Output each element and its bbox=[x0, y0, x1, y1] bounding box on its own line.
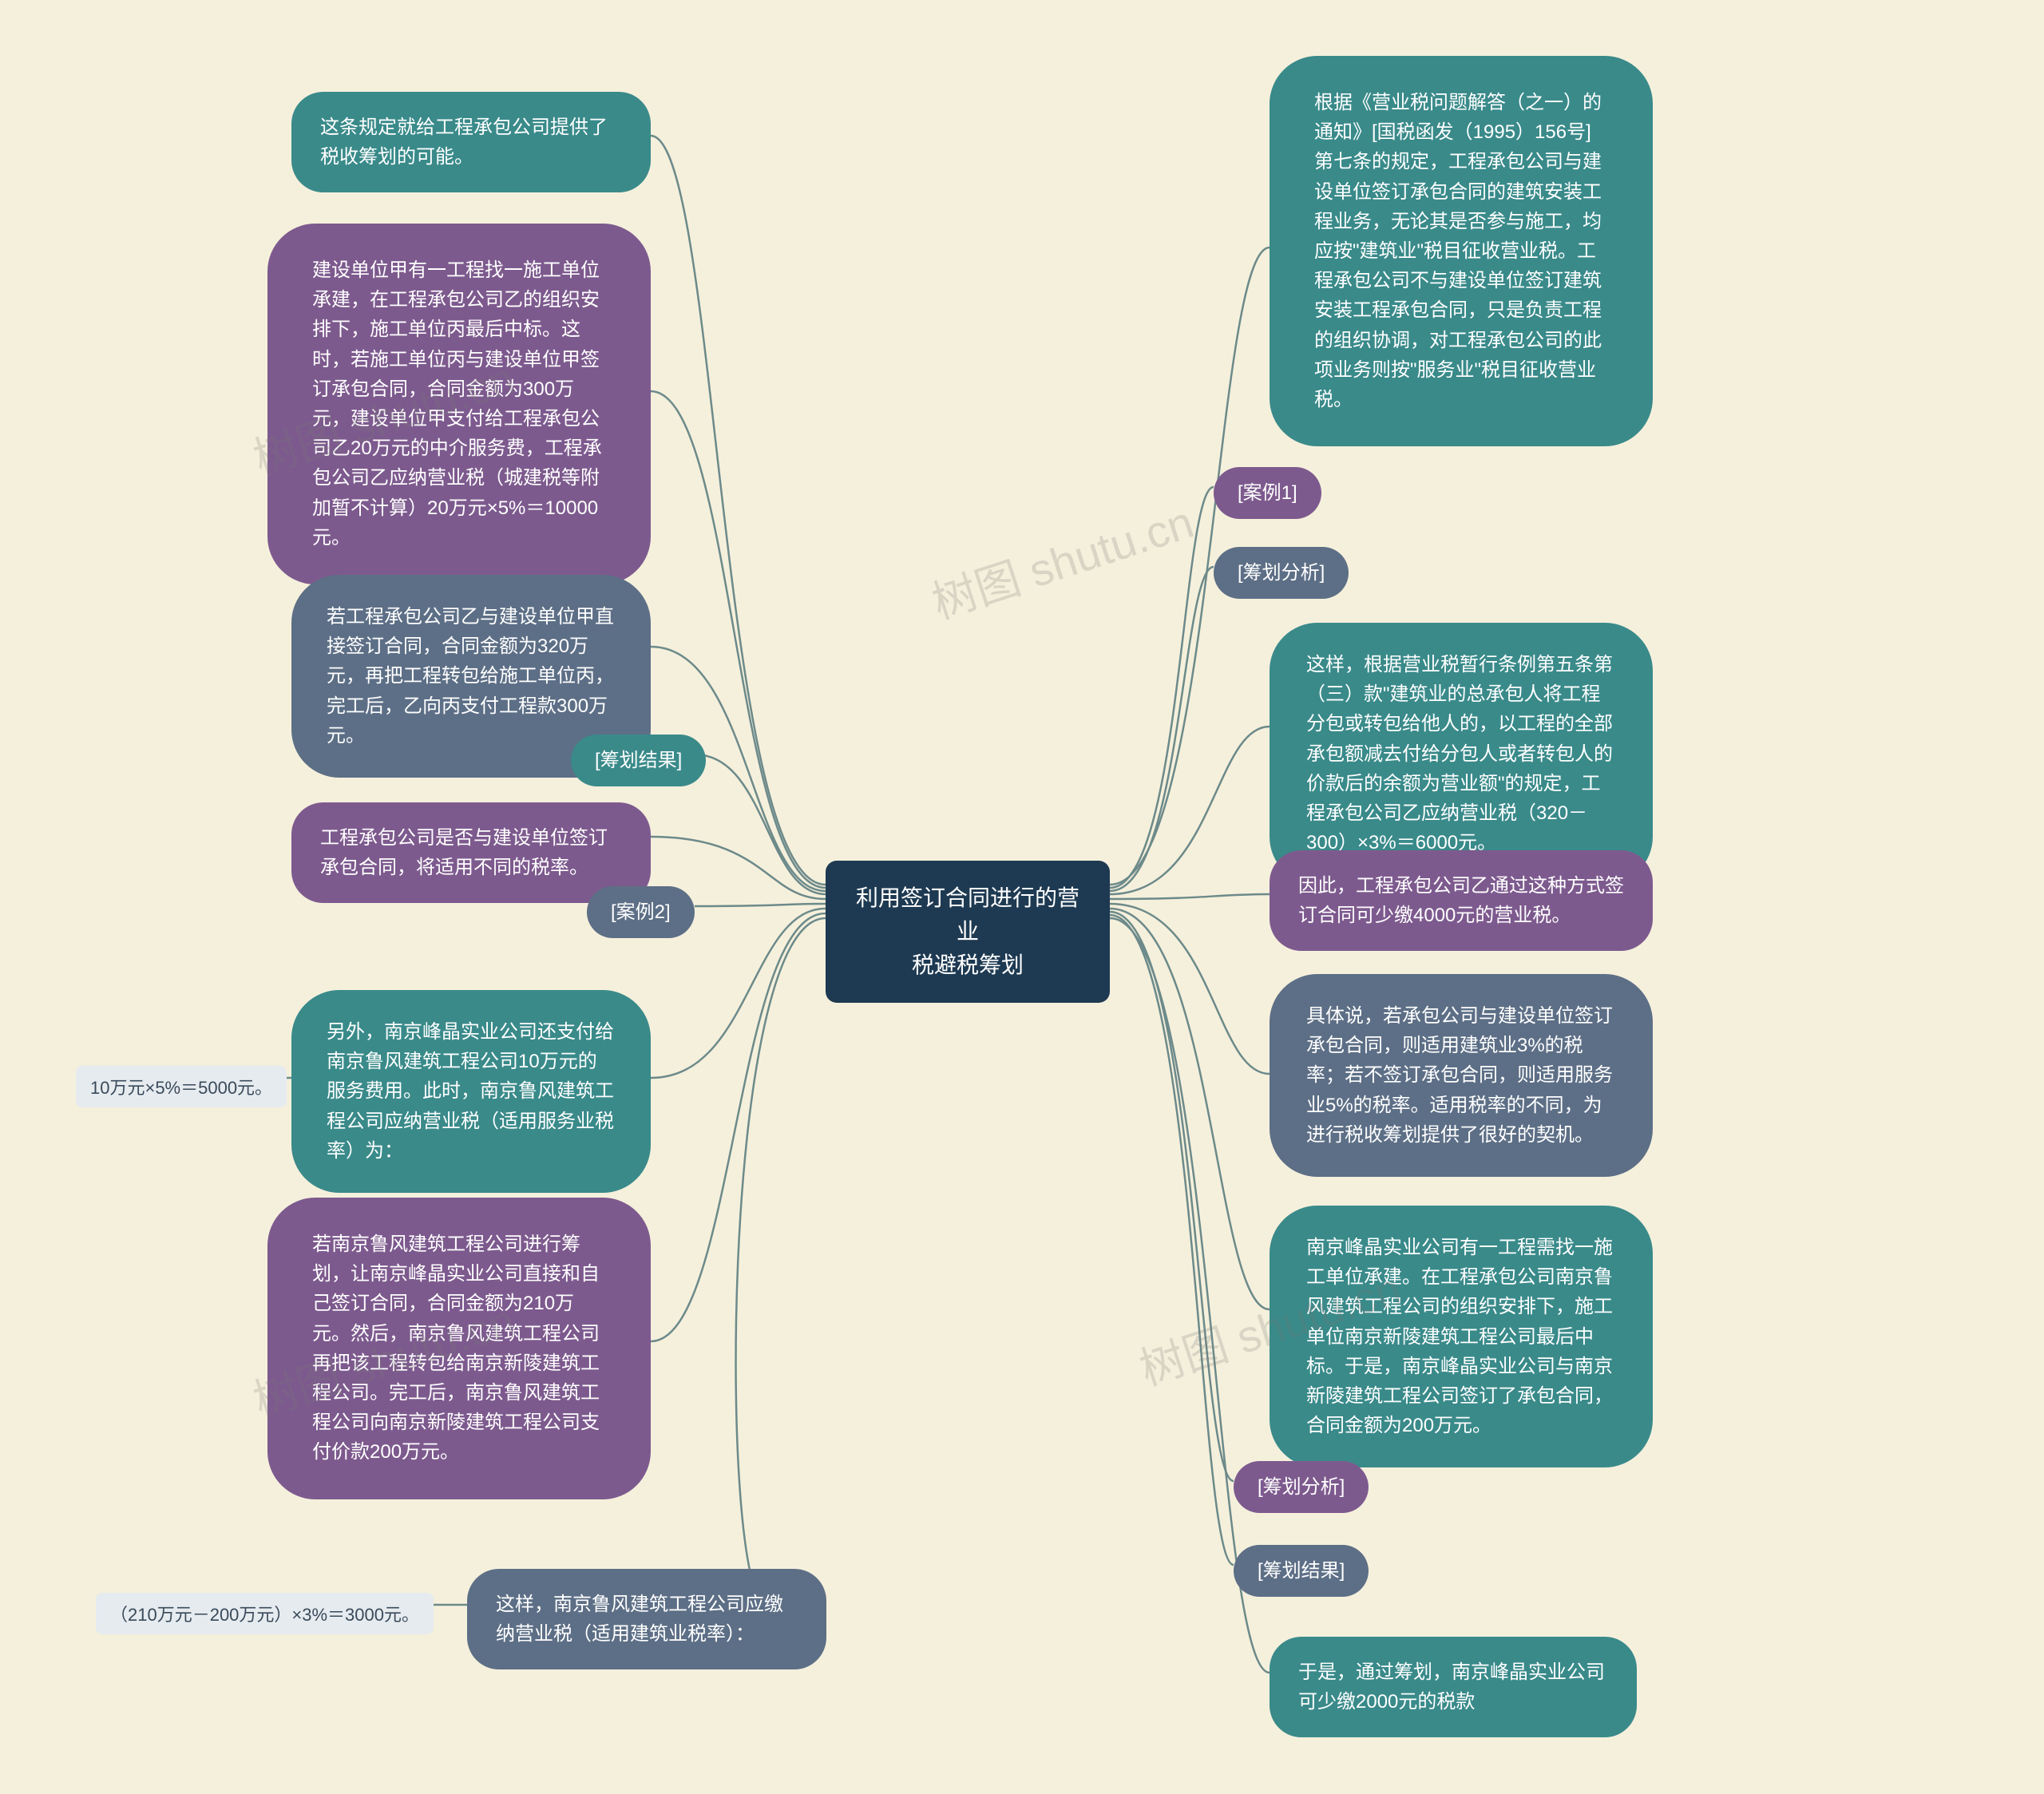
left-node-6: [案例2] bbox=[587, 886, 695, 938]
left-9-leaf-text: （210万元－200万元）×3%＝3000元。 bbox=[110, 1605, 419, 1625]
left-2-text: 建设单位甲有一工程找一施工单位承建，在工程承包公司乙的组织安排下，施工单位丙最后… bbox=[312, 259, 602, 548]
watermark: 树图 shutu.cn bbox=[923, 487, 1201, 632]
right-10-text: 于是，通过筹划，南京峰晶实业公司可少缴2000元的税款 bbox=[1298, 1661, 1605, 1713]
right-2-text: [案例1] bbox=[1238, 482, 1297, 504]
right-node-2: [案例1] bbox=[1214, 467, 1321, 519]
left-3-text: 若工程承包公司乙与建设单位甲直接签订合同，合同金额为320万元，再把工程转包给施… bbox=[327, 606, 614, 747]
left-node-9-leaf: （210万元－200万元）×3%＝3000元。 bbox=[96, 1593, 434, 1634]
right-node-6: 具体说，若承包公司与建设单位签订承包合同，则适用建筑业3%的税率；若不签订承包合… bbox=[1270, 974, 1653, 1177]
right-3-text: [筹划分析] bbox=[1238, 562, 1325, 584]
mindmap-canvas: 利用签订合同进行的营业 税避税筹划 这条规定就给工程承包公司提供了税收筹划的可能… bbox=[0, 0, 2044, 1794]
left-1-text: 这条规定就给工程承包公司提供了税收筹划的可能。 bbox=[320, 117, 608, 168]
left-7-text: 另外，南京峰晶实业公司还支付给南京鲁风建筑工程公司10万元的服务费用。此时，南京… bbox=[327, 1021, 614, 1162]
right-8-text: [筹划分析] bbox=[1258, 1476, 1345, 1498]
left-node-5: 工程承包公司是否与建设单位签订承包合同，将适用不同的税率。 bbox=[291, 802, 651, 903]
left-node-9: 这样，南京鲁风建筑工程公司应缴纳营业税（适用建筑业税率）： bbox=[467, 1569, 826, 1669]
center-node: 利用签订合同进行的营业 税避税筹划 bbox=[826, 861, 1110, 1003]
right-node-1: 根据《营业税问题解答（之一）的通知》[国税函发（1995）156号]第七条的规定… bbox=[1270, 56, 1653, 446]
right-node-5: 因此，工程承包公司乙通过这种方式签订合同可少缴4000元的营业税。 bbox=[1270, 850, 1653, 951]
left-node-1: 这条规定就给工程承包公司提供了税收筹划的可能。 bbox=[291, 92, 651, 192]
left-node-4: [筹划结果] bbox=[571, 735, 706, 786]
center-line1: 利用签订合同进行的营业 bbox=[856, 885, 1079, 944]
right-node-7: 南京峰晶实业公司有一工程需找一施工单位承建。在工程承包公司南京鲁风建筑工程公司的… bbox=[1270, 1206, 1653, 1467]
right-node-4: 这样，根据营业税暂行条例第五条第（三）款"建筑业的总承包人将工程分包或转包给他人… bbox=[1270, 623, 1653, 885]
left-6-text: [案例2] bbox=[611, 901, 671, 923]
left-8-text: 若南京鲁风建筑工程公司进行筹划，让南京峰晶实业公司直接和自己签订合同，合同金额为… bbox=[312, 1234, 600, 1463]
right-node-9: [筹划结果] bbox=[1234, 1545, 1369, 1597]
left-node-7: 另外，南京峰晶实业公司还支付给南京鲁风建筑工程公司10万元的服务费用。此时，南京… bbox=[291, 990, 651, 1193]
left-node-7-leaf: 10万元×5%＝5000元。 bbox=[76, 1066, 287, 1107]
right-7-text: 南京峰晶实业公司有一工程需找一施工单位承建。在工程承包公司南京鲁风建筑工程公司的… bbox=[1306, 1237, 1613, 1436]
right-6-text: 具体说，若承包公司与建设单位签订承包合同，则适用建筑业3%的税率；若不签订承包合… bbox=[1306, 1005, 1613, 1146]
right-5-text: 因此，工程承包公司乙通过这种方式签订合同可少缴4000元的营业税。 bbox=[1298, 875, 1624, 926]
right-node-3: [筹划分析] bbox=[1214, 547, 1349, 599]
left-9-text: 这样，南京鲁风建筑工程公司应缴纳营业税（适用建筑业税率）： bbox=[496, 1594, 783, 1645]
right-node-8: [筹划分析] bbox=[1234, 1461, 1369, 1513]
left-7-leaf-text: 10万元×5%＝5000元。 bbox=[90, 1078, 272, 1098]
right-9-text: [筹划结果] bbox=[1258, 1560, 1345, 1582]
right-node-10: 于是，通过筹划，南京峰晶实业公司可少缴2000元的税款 bbox=[1270, 1637, 1637, 1737]
right-1-text: 根据《营业税问题解答（之一）的通知》[国税函发（1995）156号]第七条的规定… bbox=[1314, 92, 1602, 410]
right-4-text: 这样，根据营业税暂行条例第五条第（三）款"建筑业的总承包人将工程分包或转包给他人… bbox=[1306, 654, 1613, 853]
left-4-text: [筹划结果] bbox=[595, 750, 682, 771]
left-node-8: 若南京鲁风建筑工程公司进行筹划，让南京峰晶实业公司直接和自己签订合同，合同金额为… bbox=[267, 1198, 651, 1499]
center-line2: 税避税筹划 bbox=[912, 952, 1024, 977]
left-node-2: 建设单位甲有一工程找一施工单位承建，在工程承包公司乙的组织安排下，施工单位丙最后… bbox=[267, 224, 651, 584]
left-5-text: 工程承包公司是否与建设单位签订承包合同，将适用不同的税率。 bbox=[320, 827, 608, 878]
